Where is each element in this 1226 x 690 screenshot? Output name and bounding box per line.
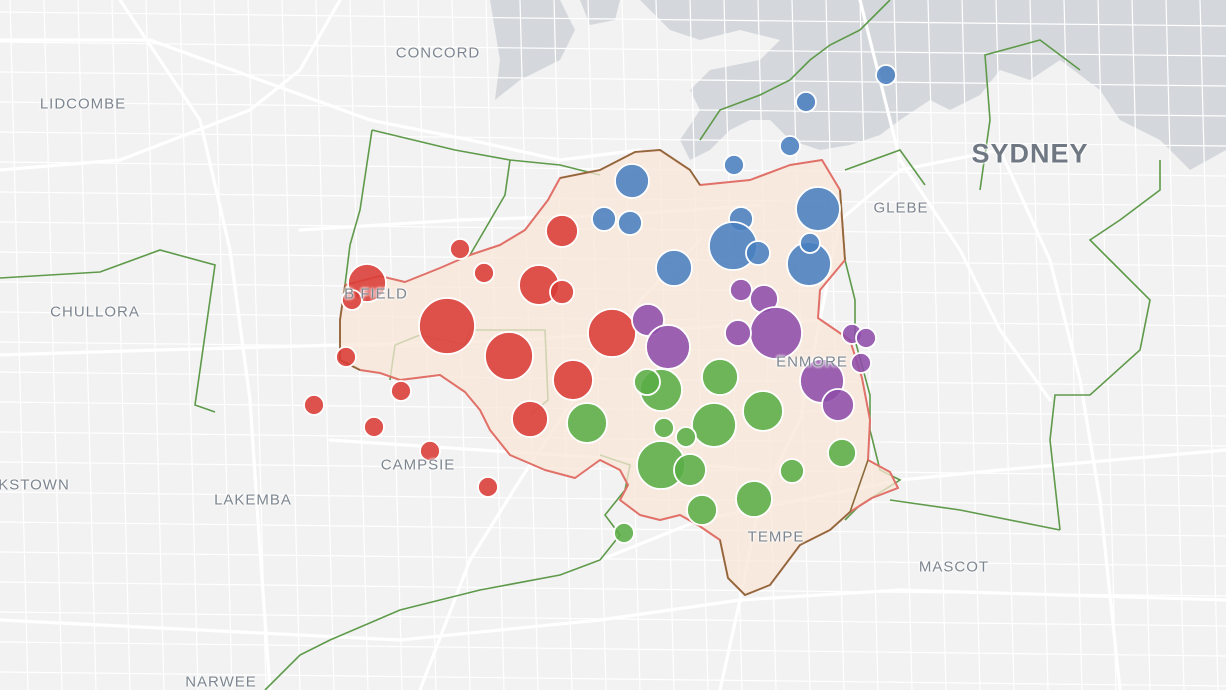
boundary-line (0, 249, 216, 413)
road (0, 671, 1226, 687)
red-cluster-bubble[interactable] (549, 279, 575, 305)
red-cluster-bubble[interactable] (477, 476, 499, 498)
red-cluster-bubble[interactable] (484, 331, 534, 381)
road (0, 11, 1226, 27)
green-cluster-bubble[interactable] (673, 453, 707, 487)
road (0, 521, 1226, 537)
road (858, 0, 1052, 402)
boundary-line (699, 0, 891, 141)
green-cluster-bubble[interactable] (779, 458, 805, 484)
blue-cluster-bubble[interactable] (779, 135, 801, 157)
road (9, 0, 29, 690)
road (43, 0, 63, 690)
green-cluster-bubble[interactable] (566, 402, 608, 444)
boundary-line (264, 454, 631, 690)
road (77, 0, 97, 690)
blue-cluster-bubble[interactable] (655, 249, 693, 287)
road (893, 0, 913, 690)
blue-cluster-bubble[interactable] (745, 240, 771, 266)
red-cluster-bubble[interactable] (418, 297, 476, 355)
road (118, 0, 272, 690)
red-cluster-bubble[interactable] (363, 416, 385, 438)
blue-cluster-bubble[interactable] (614, 163, 650, 199)
green-cluster-bubble[interactable] (633, 368, 661, 396)
green-cluster-bubble[interactable] (686, 494, 718, 526)
green-cluster-bubble[interactable] (613, 522, 635, 544)
road (0, 71, 1226, 87)
red-cluster-bubble[interactable] (390, 380, 412, 402)
green-cluster-bubble[interactable] (701, 358, 739, 396)
road (0, 461, 1226, 477)
green-cluster-bubble[interactable] (675, 426, 697, 448)
green-cluster-bubble[interactable] (742, 390, 784, 432)
road (1199, 0, 1219, 690)
red-cluster-bubble[interactable] (341, 289, 363, 311)
road (179, 0, 199, 690)
purple-cluster-bubble[interactable] (850, 352, 872, 374)
region-outline-brown (339, 149, 869, 596)
road (0, 551, 1226, 567)
green-cluster-bubble[interactable] (653, 417, 675, 439)
blue-cluster-bubble[interactable] (591, 206, 617, 232)
cluster-bubbles (303, 64, 897, 544)
road (961, 0, 981, 690)
red-cluster-bubble[interactable] (552, 359, 594, 401)
blue-cluster-bubble[interactable] (799, 232, 821, 254)
road (0, 491, 1226, 507)
boundary-line (1049, 160, 1161, 531)
red-cluster-bubble[interactable] (449, 238, 471, 260)
blue-cluster-bubble[interactable] (795, 91, 817, 113)
road (1063, 0, 1083, 690)
green-cluster-bubble[interactable] (691, 402, 737, 448)
road (0, 641, 1226, 657)
road (998, 148, 1122, 690)
boundary-line (469, 159, 511, 256)
road (927, 0, 947, 690)
road (0, 41, 1226, 57)
purple-cluster-bubble[interactable] (749, 306, 803, 360)
boundary-line (979, 39, 1081, 191)
blue-cluster-bubble[interactable] (795, 186, 841, 232)
red-cluster-bubble[interactable] (419, 440, 441, 462)
road (995, 0, 1015, 690)
road (1029, 0, 1049, 690)
green-cluster-bubble[interactable] (827, 438, 857, 468)
road (0, 101, 1226, 117)
blue-cluster-bubble[interactable] (723, 154, 745, 176)
boundary-line (344, 129, 373, 286)
blue-cluster-bubble[interactable] (617, 210, 643, 236)
blue-cluster-bubble[interactable] (875, 64, 897, 86)
road (0, 588, 1226, 642)
purple-cluster-bubble[interactable] (724, 319, 752, 347)
red-cluster-bubble[interactable] (303, 394, 325, 416)
road (145, 0, 165, 690)
boundary-line (889, 499, 1061, 531)
red-cluster-bubble[interactable] (545, 214, 579, 248)
red-cluster-bubble[interactable] (473, 262, 495, 284)
road (0, 0, 342, 172)
harbour-water (490, 0, 1226, 170)
road (111, 0, 131, 690)
green-cluster-bubble[interactable] (735, 480, 773, 518)
road (0, 38, 642, 162)
red-cluster-bubble[interactable] (335, 346, 357, 368)
purple-cluster-bubble[interactable] (729, 278, 753, 302)
red-cluster-bubble[interactable] (587, 308, 637, 358)
purple-cluster-bubble[interactable] (645, 324, 691, 370)
purple-cluster-bubble[interactable] (855, 327, 877, 349)
purple-cluster-bubble[interactable] (821, 388, 855, 422)
boundary-line (844, 149, 926, 186)
red-cluster-bubble[interactable] (511, 400, 549, 438)
